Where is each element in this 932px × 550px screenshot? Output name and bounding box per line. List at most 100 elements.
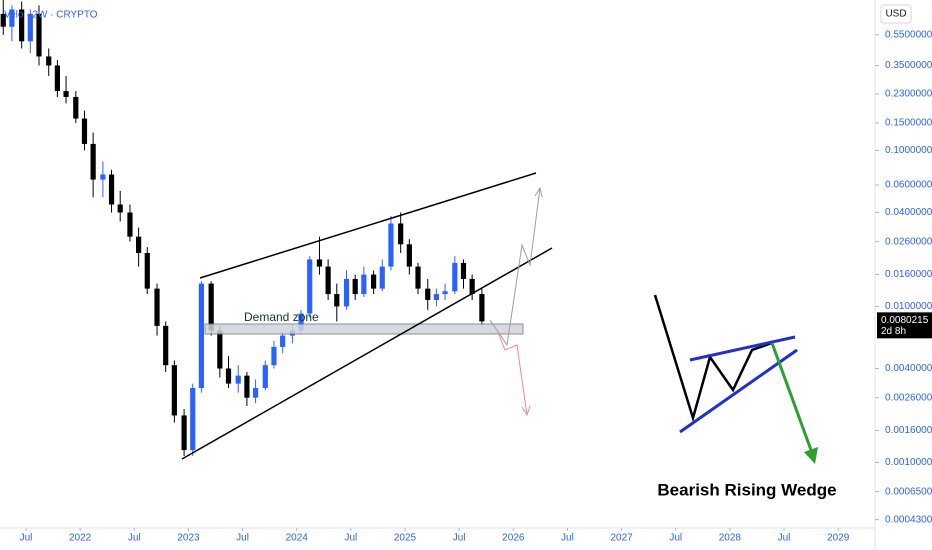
candle-body (235, 375, 241, 384)
y-tick-label: 0.1000000 (885, 145, 932, 156)
x-tick-label: 2024 (286, 533, 309, 544)
candle-body (262, 365, 268, 388)
candle-body (433, 294, 440, 300)
candle-body (163, 325, 169, 366)
inset-wedge-upper (689, 335, 796, 362)
y-tick-label: 0.3500000 (885, 60, 932, 71)
candles (0, 0, 485, 456)
candle-body (27, 13, 33, 42)
candle-body (225, 368, 232, 384)
y-tick-label: 0.0006500 (885, 486, 932, 497)
candle-body (406, 244, 412, 267)
candle-body (371, 274, 377, 289)
drawings (181, 172, 818, 464)
candle-body (442, 291, 448, 295)
x-tick-label: 2027 (610, 533, 633, 544)
inset-price-path (653, 294, 773, 423)
candle-body (252, 387, 259, 398)
candle-body (415, 266, 421, 289)
y-tick-label: 0.0010000 (885, 457, 932, 468)
demand-zone-label: Demand zone (244, 310, 319, 324)
candle-body (379, 266, 385, 289)
x-tick-label: 2026 (502, 533, 525, 544)
chart-title: Velo · 2W · CRYPTO (4, 10, 98, 21)
candle-body (388, 223, 394, 267)
candle-body (361, 274, 367, 295)
bear-arrowhead (521, 405, 531, 417)
x-tick-label: Jul (236, 533, 249, 544)
countdown-label: 2d 8h (881, 326, 906, 337)
x-tick-label: 2023 (177, 533, 200, 544)
y-tick-label: 0.0026000 (885, 392, 932, 403)
last-price-label: 0.0080215 (881, 315, 929, 326)
y-tick-label: 0.2300000 (885, 89, 932, 100)
x-tick-label: Jul (453, 533, 466, 544)
inset-breakdown (770, 342, 813, 451)
candle-body (19, 9, 25, 42)
candle-body (271, 346, 277, 366)
candle-body (208, 283, 214, 331)
candle-body (63, 91, 69, 97)
candle-body (54, 65, 60, 92)
demand-zone (204, 323, 524, 335)
candle-body (73, 96, 79, 119)
bull-projection (489, 187, 541, 347)
candle-body (117, 204, 123, 213)
candle-body (108, 174, 115, 205)
candle-body (425, 288, 431, 300)
inset-arrowhead (804, 447, 818, 464)
y-tick-label: 0.0160000 (885, 269, 932, 280)
candle-body (0, 13, 6, 27)
y-tick-label: 0.0600000 (885, 180, 932, 191)
y-tick-label: 0.0004300 (885, 514, 932, 525)
y-tick-label: 0.1500000 (885, 118, 932, 129)
last-price-box (877, 312, 932, 339)
y-tick-label: 0.5500000 (885, 30, 932, 41)
candle-body (217, 330, 223, 369)
candle-body (9, 9, 15, 27)
y-tick-label: 0.0400000 (885, 207, 932, 218)
x-tick-label: Jul (128, 533, 141, 544)
candle-body (144, 252, 150, 289)
x-tick-label: Jul (20, 533, 33, 544)
bull-arrowhead (534, 186, 543, 198)
candle-body (334, 294, 340, 307)
candle-body (154, 288, 160, 326)
candle-body (244, 375, 250, 398)
time-axis: Jul 2022 Jul 2023 Jul 2024 Jul 2025 Jul 2026 Jul 20… (20, 528, 850, 544)
currency-box (880, 4, 912, 24)
candle-body (452, 262, 458, 292)
wedge-upper (199, 172, 537, 279)
x-tick-label: Jul (669, 533, 682, 544)
y-tick-label: 0.0040000 (885, 363, 932, 374)
candle-body (343, 278, 350, 307)
x-tick-label: Jul (344, 533, 357, 544)
y-tick-label: 0.0016000 (885, 425, 932, 436)
candle-body (479, 294, 485, 322)
candle-body (469, 278, 475, 295)
y-tick-label: 0.0260000 (885, 236, 932, 247)
candle-body (81, 118, 88, 144)
candle-body (190, 387, 196, 451)
candle-body (307, 259, 313, 314)
candle-body (280, 335, 286, 347)
candle-body (46, 56, 52, 66)
candle-body (127, 212, 133, 237)
x-tick-label: Jul (778, 533, 791, 544)
candle-body (325, 266, 331, 295)
x-tick-label: 2022 (69, 533, 92, 544)
wedge-lower (181, 247, 553, 460)
candle-body (460, 262, 467, 279)
candle-body (198, 283, 205, 388)
candle-body (136, 236, 142, 253)
bear-projection (496, 329, 528, 416)
x-tick-label: 2028 (719, 533, 742, 544)
candle-body (352, 278, 358, 295)
candle-body (398, 223, 404, 245)
candle-body (100, 174, 106, 180)
inset-wedge-lower (679, 348, 798, 434)
candle-body (316, 259, 323, 267)
currency-label: USD (885, 9, 906, 20)
candle-body (36, 13, 42, 57)
